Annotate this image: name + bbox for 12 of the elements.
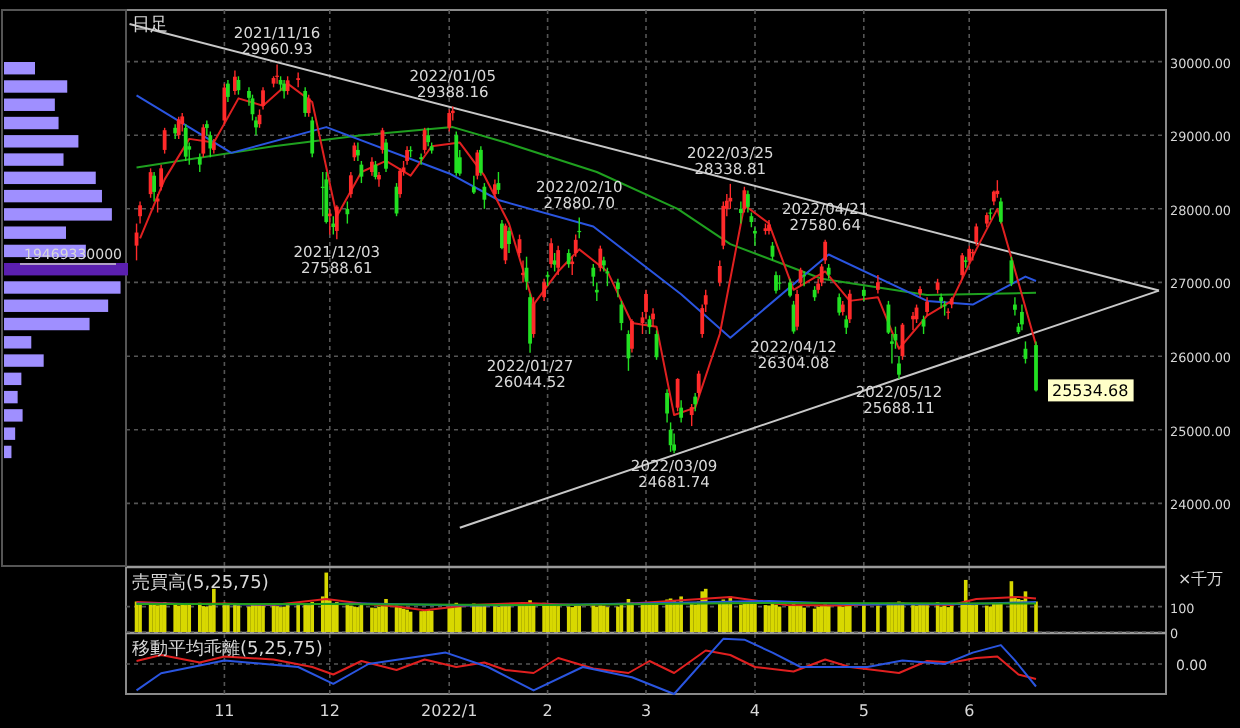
x-tick-label: 3 <box>640 702 652 720</box>
chart-title: 移動平均乖離(5,25,75) <box>132 638 323 660</box>
x-tick-label: 12 <box>319 702 340 720</box>
x-tick-label: 11 <box>214 702 235 720</box>
x-tick-label: 5 <box>858 702 869 720</box>
x-tick-label: 2022/1 <box>421 702 478 720</box>
chart-title: 売買高(5,25,75) <box>132 572 269 594</box>
y-axis-title: ×千万 <box>1178 570 1224 588</box>
x-tick-label: 2 <box>542 702 553 720</box>
annotation: 25534.68 <box>1052 382 1129 401</box>
x-tick-label: 4 <box>749 702 761 720</box>
x-tick-label: 6 <box>964 702 975 720</box>
